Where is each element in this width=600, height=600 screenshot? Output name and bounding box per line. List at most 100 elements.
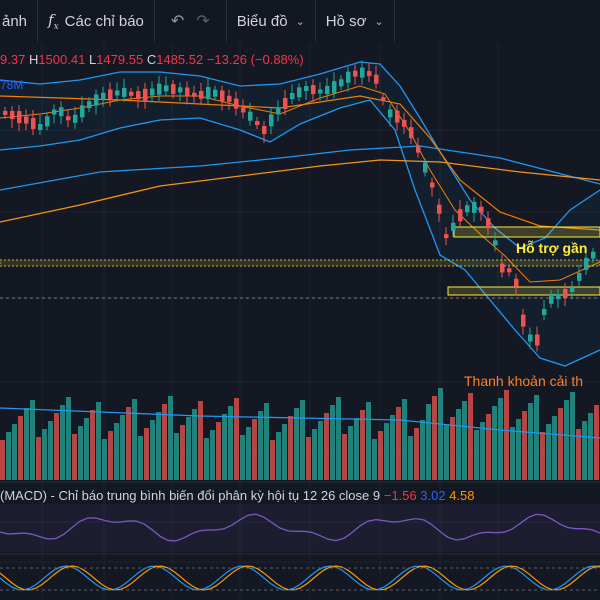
volume-bar bbox=[462, 401, 467, 480]
candle-body bbox=[262, 126, 267, 134]
volume-bar bbox=[444, 425, 449, 480]
volume-bar bbox=[102, 439, 107, 480]
volume-bar bbox=[528, 403, 533, 480]
bollinger-band-fill bbox=[0, 62, 600, 366]
candle-body bbox=[45, 116, 50, 127]
function-icon: fx bbox=[48, 10, 59, 32]
price-chart-canvas[interactable] bbox=[0, 42, 600, 600]
volume-bar bbox=[270, 440, 275, 480]
stoch-k-line bbox=[0, 565, 600, 591]
volume-bar bbox=[12, 424, 17, 480]
volume-bar bbox=[564, 400, 569, 480]
ohlc-low: 1479.55 bbox=[96, 52, 144, 67]
volume-bar bbox=[420, 420, 425, 480]
ohlc-high: 1500.41 bbox=[38, 52, 86, 67]
volume-bar bbox=[150, 420, 155, 480]
candle-body bbox=[535, 334, 540, 346]
volume-bar bbox=[222, 414, 227, 480]
candle-body bbox=[409, 127, 414, 139]
candle-body bbox=[73, 114, 78, 123]
bollinger-fill bbox=[0, 62, 600, 366]
volume-bar bbox=[540, 432, 545, 480]
candle-body bbox=[570, 288, 575, 292]
candle-body bbox=[290, 93, 295, 99]
candle-body bbox=[493, 240, 498, 246]
candle-body bbox=[255, 121, 260, 125]
oscillator-panes bbox=[0, 504, 600, 591]
rsi-band bbox=[0, 504, 600, 552]
candle-body bbox=[199, 90, 204, 99]
volume-bar bbox=[468, 393, 473, 480]
volume-bar bbox=[360, 410, 365, 480]
volume-bar bbox=[426, 404, 431, 480]
profile-menu-button[interactable]: Hồ sơ ⌄ bbox=[316, 0, 395, 42]
redo-icon[interactable]: ↷ bbox=[196, 13, 210, 30]
candle-body bbox=[339, 79, 344, 87]
chart-menu-button[interactable]: Biểu đồ ⌄ bbox=[227, 0, 316, 42]
candle-body bbox=[24, 116, 29, 124]
volume-bar bbox=[342, 434, 347, 480]
volume-bar bbox=[516, 419, 521, 480]
rsi-line bbox=[0, 513, 600, 542]
candle-body bbox=[402, 119, 407, 127]
volume-bar bbox=[234, 398, 239, 480]
candle-body bbox=[549, 293, 554, 304]
candle-body bbox=[17, 111, 22, 124]
candle-body bbox=[115, 90, 120, 96]
volume-bar bbox=[30, 400, 35, 480]
volume-bar bbox=[432, 396, 437, 480]
candle-body bbox=[59, 107, 64, 117]
volume-bar bbox=[6, 432, 11, 480]
bollinger-lower-line bbox=[0, 99, 600, 367]
candle-body bbox=[157, 83, 162, 95]
volume-bar bbox=[408, 436, 413, 480]
volume-bar bbox=[450, 417, 455, 480]
volume-bar bbox=[522, 411, 527, 480]
volume-bar bbox=[486, 414, 491, 480]
volume-bar bbox=[510, 427, 515, 480]
ma-orange-line bbox=[0, 159, 600, 223]
candle-body bbox=[528, 334, 533, 342]
volume-bar bbox=[138, 436, 143, 480]
ohlc-close: 1485.52 bbox=[156, 52, 204, 67]
volume-bar bbox=[264, 403, 269, 480]
volume-bar bbox=[168, 396, 173, 480]
undo-icon[interactable]: ↶ bbox=[170, 13, 185, 30]
chart-menu-label: Biểu đồ bbox=[236, 12, 288, 30]
liquidity-annotation[interactable]: Thanh khoản cải th bbox=[464, 373, 584, 389]
macd-value-3: 4.58 bbox=[449, 488, 475, 503]
volume-bar bbox=[378, 431, 383, 480]
candle-body bbox=[458, 209, 463, 222]
volume-bar bbox=[216, 422, 221, 480]
candle-body bbox=[500, 263, 505, 273]
candle-body bbox=[346, 71, 351, 83]
candle-body bbox=[185, 87, 190, 97]
volume-bar bbox=[390, 415, 395, 480]
volume-bar bbox=[120, 415, 125, 480]
volume-bar bbox=[336, 397, 341, 480]
candle-body bbox=[220, 90, 225, 102]
candle-body bbox=[227, 95, 232, 102]
candle-body bbox=[129, 91, 134, 96]
candle-body bbox=[164, 85, 169, 92]
volume-bar bbox=[252, 419, 257, 480]
volume-bar bbox=[474, 430, 479, 480]
support-annotation[interactable]: Hỗ trợ gần bbox=[516, 240, 588, 256]
candle-body bbox=[479, 206, 484, 213]
indicators-button[interactable]: fx Các chỉ báo bbox=[38, 0, 155, 42]
candle-body bbox=[150, 88, 155, 96]
support-zones bbox=[0, 226, 600, 299]
candle-body bbox=[542, 309, 547, 315]
toolbar-item-partial[interactable]: ảnh bbox=[0, 0, 39, 42]
volume-bar bbox=[0, 440, 5, 480]
volume-bar bbox=[534, 395, 539, 480]
volume-bar bbox=[312, 429, 317, 480]
volume-bar bbox=[246, 427, 251, 480]
candle-body bbox=[80, 105, 85, 118]
volume-bar bbox=[258, 411, 263, 480]
candle-body bbox=[10, 111, 15, 119]
candle-body bbox=[318, 89, 323, 94]
candle-body bbox=[206, 87, 211, 100]
ohlc-legend: 9.37 H1500.41 L1479.55 C1485.52 −13.26 (… bbox=[0, 52, 304, 67]
candle-body bbox=[416, 146, 421, 153]
